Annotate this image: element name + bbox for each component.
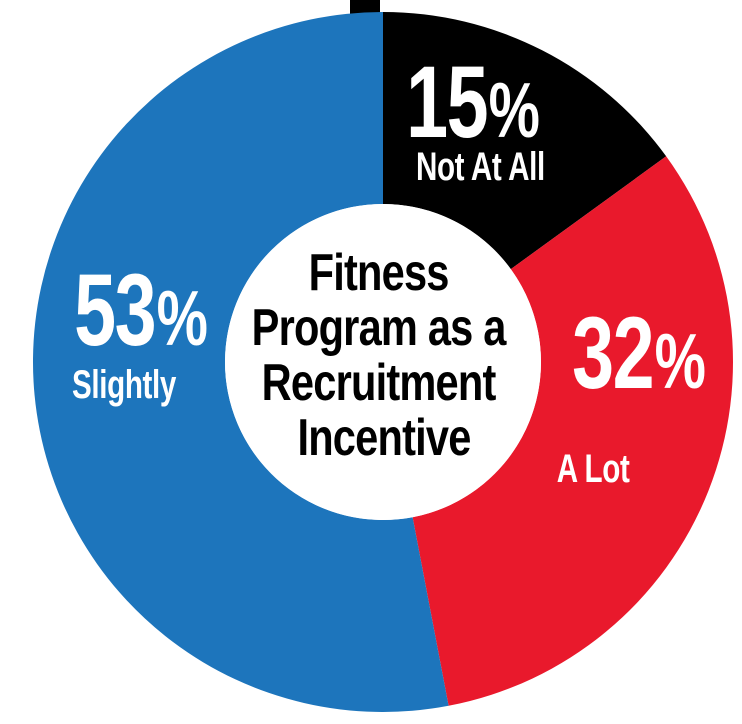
- percent-number: 53: [74, 254, 155, 368]
- percent-sign: %: [655, 318, 706, 406]
- slice-label-a-lot: A Lot: [557, 447, 630, 491]
- percent-value-not-at-all: 15%: [406, 46, 540, 160]
- center-title-line-1: Fitness: [309, 243, 449, 302]
- center-title-line-3: Recruitment: [262, 353, 497, 412]
- slice-a-lot: [412, 156, 733, 706]
- label-group-a-lot: 32% A Lot: [557, 297, 706, 491]
- percent-value-slightly: 53%: [74, 254, 208, 368]
- percent-number: 15: [406, 46, 487, 160]
- slice-label-slightly: Slightly: [72, 363, 177, 407]
- label-group-not-at-all: 15% Not At All: [406, 46, 545, 189]
- slice-label-not-at-all: Not At All: [416, 145, 545, 189]
- black-slice-notch-artifact: [350, 0, 380, 14]
- percent-number: 32: [572, 297, 653, 411]
- center-title-line-4: Incentive: [297, 408, 470, 467]
- label-group-slightly: 53% Slightly: [72, 254, 208, 407]
- percent-value-a-lot: 32%: [572, 297, 706, 411]
- slice-slightly: [32, 12, 449, 712]
- slice-not-at-all: [383, 11, 667, 270]
- center-title-text: Fitness Program as a Recruitment Incenti…: [252, 243, 517, 467]
- donut-hole: [225, 204, 541, 520]
- center-title-line-2: Program as a: [252, 298, 507, 357]
- percent-sign: %: [157, 275, 208, 363]
- chart-center-title: Fitness Program as a Recruitment Incenti…: [252, 243, 517, 467]
- donut-slices: [32, 11, 733, 712]
- percent-sign: %: [489, 67, 540, 155]
